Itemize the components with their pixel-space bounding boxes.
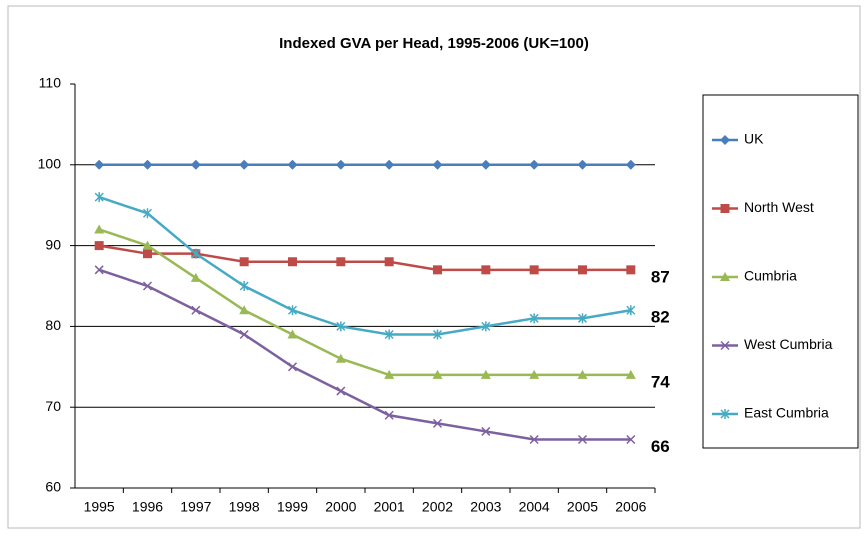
marker: [578, 265, 587, 275]
x-tick-label: 2005: [567, 499, 598, 515]
marker: [529, 159, 540, 170]
series-line: [98, 268, 631, 441]
marker: [239, 305, 250, 315]
x-tick-label: 2006: [615, 499, 646, 515]
marker: [94, 265, 104, 275]
marker: [288, 257, 297, 267]
marker: [432, 418, 443, 428]
marker: [287, 159, 298, 170]
y-tick-label: 100: [38, 156, 62, 172]
marker: [336, 257, 346, 267]
marker: [239, 329, 249, 340]
marker: [433, 265, 442, 275]
marker: [577, 369, 588, 379]
marker: [94, 159, 105, 170]
x-tick-label: 2002: [422, 499, 453, 515]
legend-marker: [720, 204, 730, 213]
legend-label: West Cumbria: [744, 336, 833, 352]
marker: [336, 386, 346, 396]
end-label: 87: [651, 267, 670, 286]
marker: [577, 159, 588, 170]
marker: [432, 159, 443, 170]
marker: [626, 434, 636, 445]
marker: [239, 281, 249, 291]
y-tick-label: 90: [45, 236, 61, 252]
marker: [529, 369, 540, 379]
legend-marker: [720, 409, 730, 419]
marker: [432, 369, 443, 379]
marker: [384, 159, 395, 170]
legend-label: East Cumbria: [744, 405, 829, 421]
marker: [239, 257, 249, 267]
marker: [577, 313, 588, 324]
series-line: [98, 195, 632, 336]
x-tick-label: 2000: [325, 499, 356, 515]
marker: [384, 369, 395, 379]
x-tick-label: 1996: [132, 499, 163, 515]
legend-marker: [720, 272, 730, 281]
marker: [94, 241, 104, 251]
marker: [287, 329, 298, 339]
marker: [432, 329, 443, 340]
y-tick-label: 80: [45, 317, 61, 333]
marker: [481, 321, 491, 332]
x-tick-label: 1997: [180, 499, 211, 515]
marker: [529, 313, 539, 324]
end-label: 74: [651, 372, 670, 391]
series-line: [98, 228, 631, 377]
x-tick-label: 1998: [229, 499, 260, 515]
x-tick-label: 1995: [84, 499, 115, 515]
legend-label: UK: [744, 131, 764, 147]
marker: [626, 305, 636, 316]
marker: [142, 208, 153, 219]
x-tick-label: 1999: [277, 499, 308, 515]
marker: [384, 257, 394, 267]
marker: [239, 159, 250, 170]
marker: [481, 265, 491, 275]
marker: [190, 272, 201, 282]
marker: [94, 224, 105, 234]
marker: [335, 159, 346, 170]
series-line: [98, 244, 631, 272]
legend-marker: [720, 135, 730, 145]
marker: [336, 321, 346, 332]
x-tick-label: 2001: [374, 499, 405, 515]
marker: [191, 305, 201, 315]
end-label: 82: [651, 308, 670, 327]
y-tick-label: 60: [45, 479, 61, 495]
marker: [625, 159, 636, 170]
marker: [335, 353, 346, 363]
chart-title: Indexed GVA per Head, 1995-2006 (UK=100): [279, 35, 589, 52]
marker: [190, 159, 201, 170]
marker: [94, 192, 104, 203]
marker: [480, 369, 491, 379]
marker: [481, 426, 491, 436]
x-tick-label: 2004: [519, 499, 550, 515]
y-tick-label: 110: [39, 75, 62, 91]
marker: [529, 265, 539, 275]
legend-label: Cumbria: [744, 268, 797, 284]
marker: [577, 434, 588, 445]
marker: [529, 434, 539, 445]
marker: [384, 329, 394, 340]
legend-marker: [720, 340, 730, 351]
x-tick-label: 2003: [470, 499, 501, 515]
legend-box: [702, 94, 859, 449]
marker: [143, 249, 152, 259]
marker: [480, 159, 491, 170]
marker: [287, 362, 298, 372]
legend-label: North West: [744, 199, 814, 215]
marker: [626, 265, 636, 275]
marker: [142, 159, 153, 170]
marker: [191, 248, 201, 259]
end-label: 66: [651, 437, 670, 456]
y-tick-label: 70: [45, 398, 61, 414]
marker: [287, 305, 298, 316]
marker: [384, 410, 394, 420]
marker: [625, 369, 636, 379]
marker: [142, 281, 153, 291]
marker: [142, 240, 153, 250]
